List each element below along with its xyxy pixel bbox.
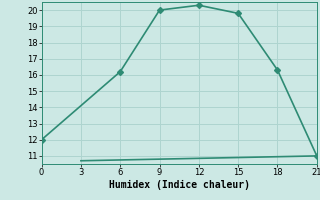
X-axis label: Humidex (Indice chaleur): Humidex (Indice chaleur) [109,180,250,190]
